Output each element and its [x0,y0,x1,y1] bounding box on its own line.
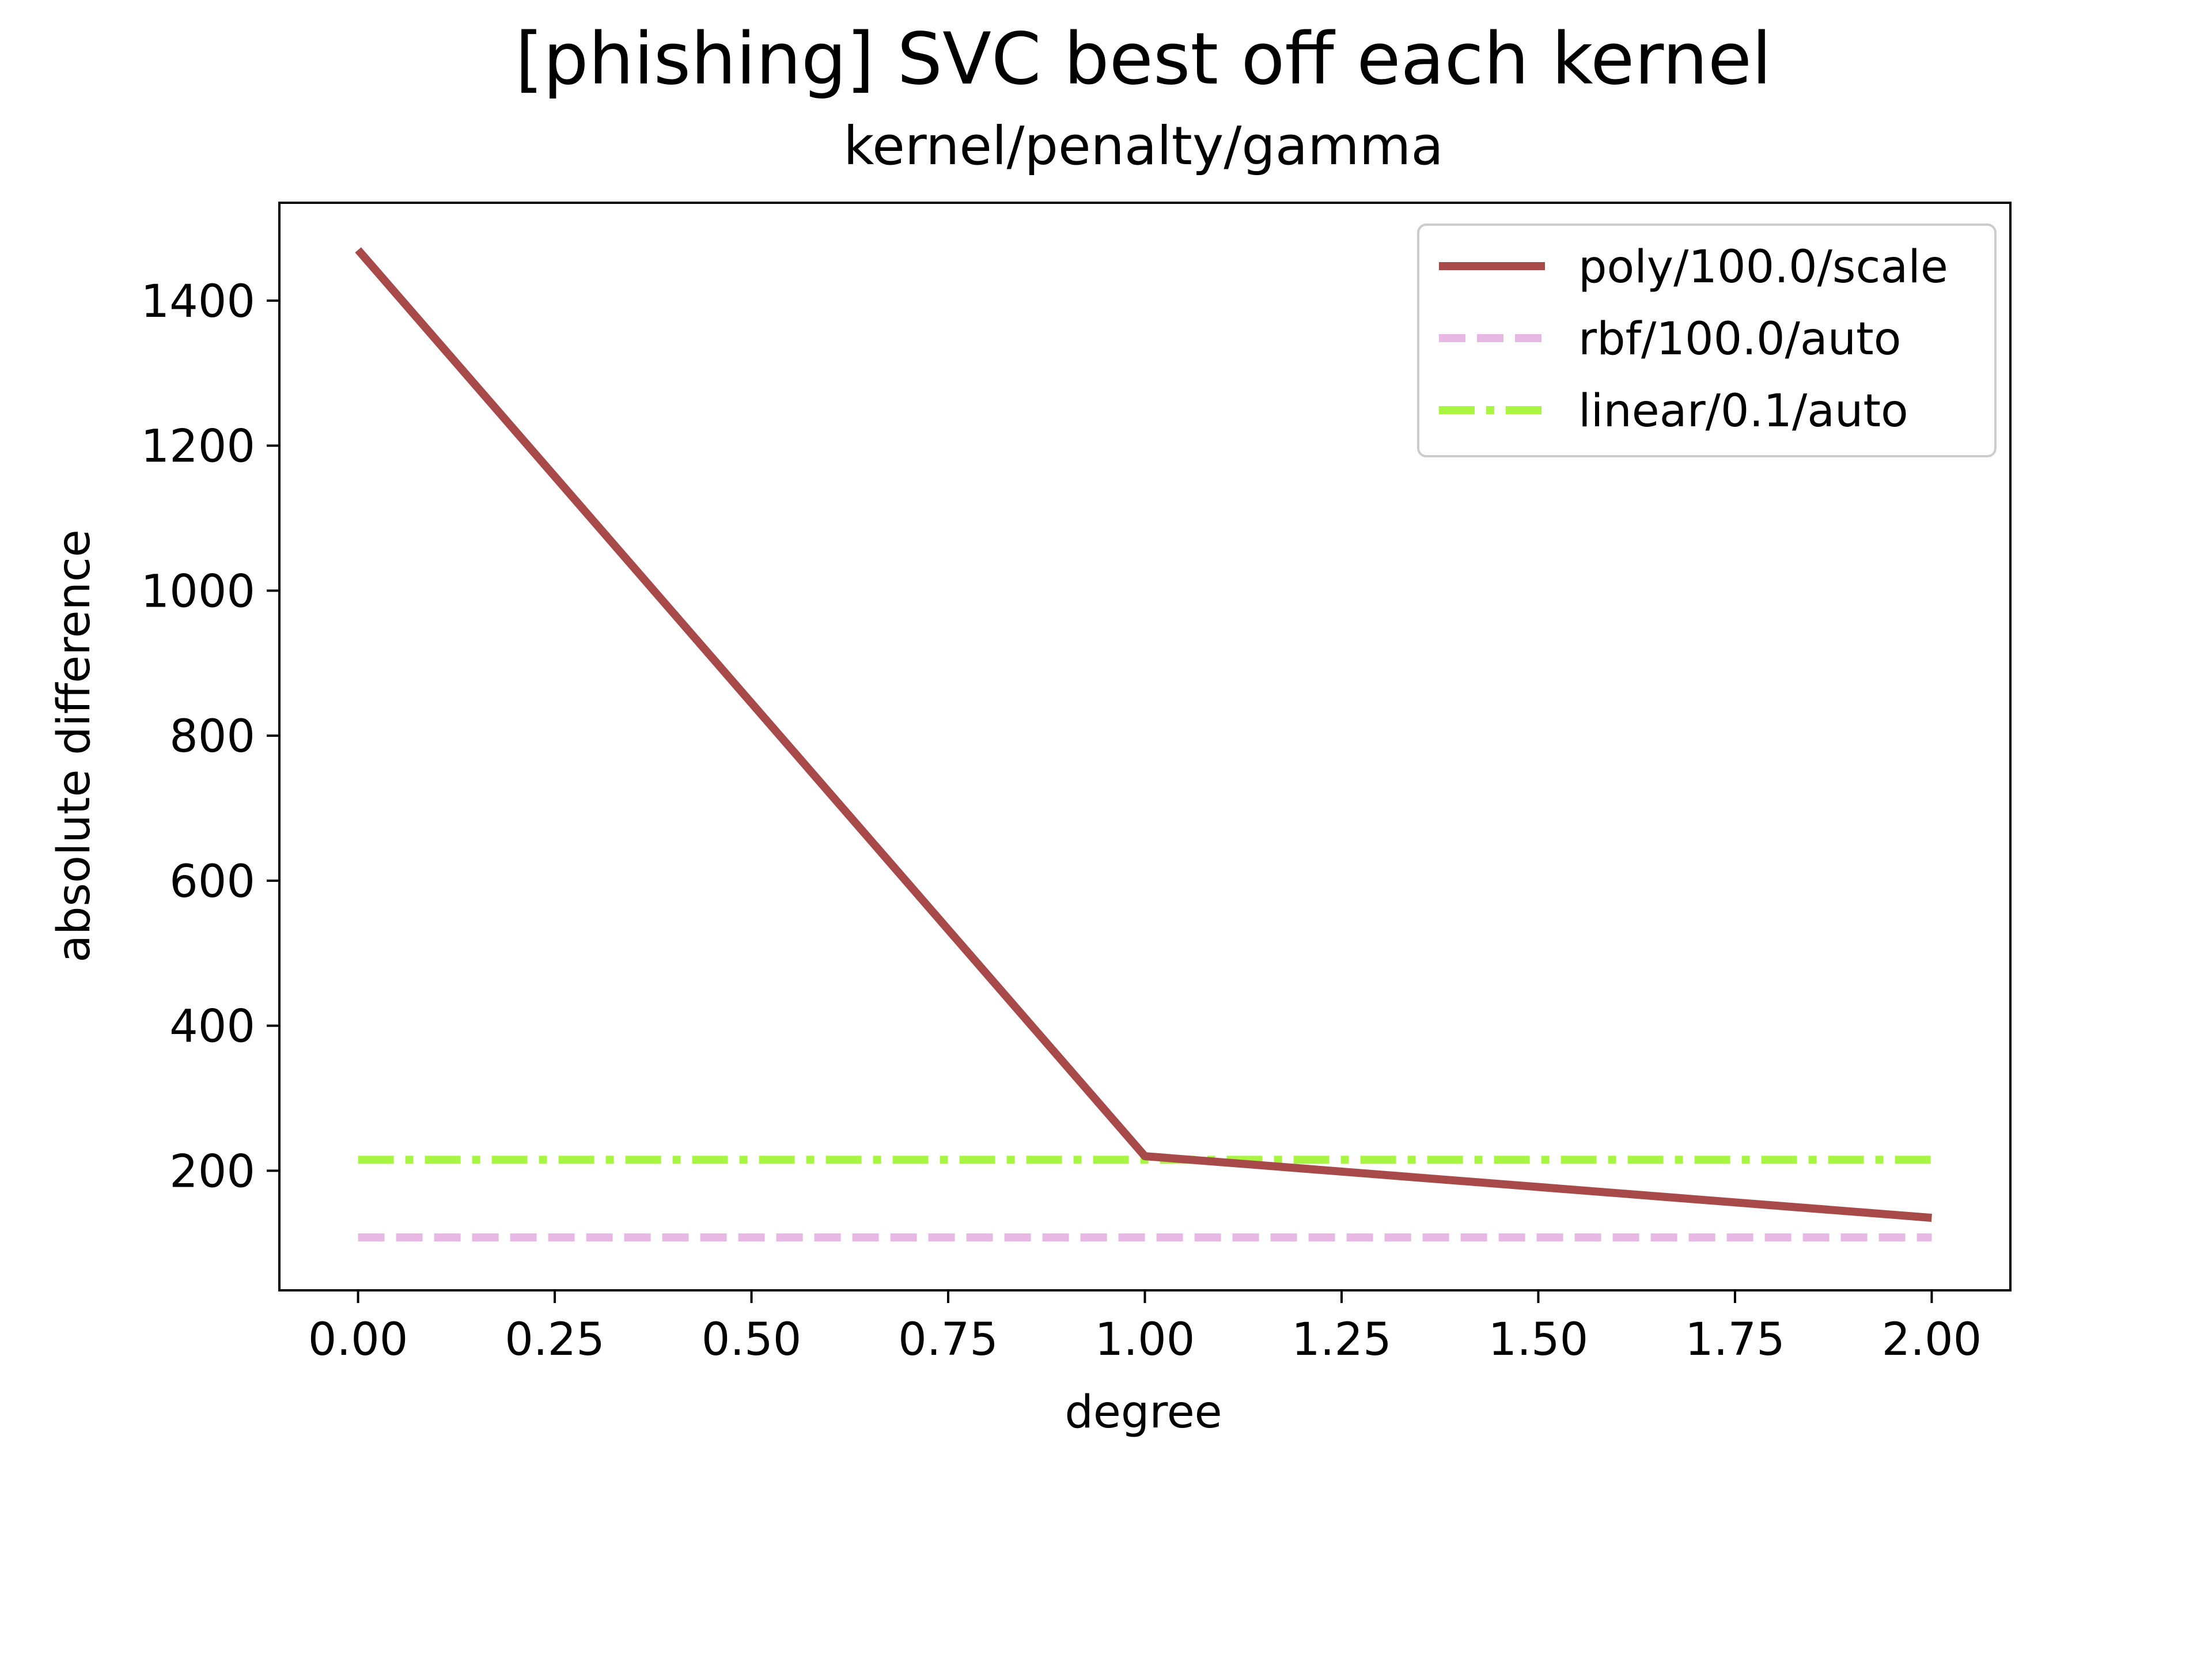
chart-subtitle: kernel/penalty/gamma [843,115,1443,177]
legend-label: rbf/100.0/auto [1578,313,1901,365]
chart-title: [phishing] SVC best off each kernel [515,18,1771,101]
x-axis-label: degree [1065,1387,1222,1438]
x-tick-label: 0.50 [702,1314,802,1366]
y-tick-label: 200 [169,1146,255,1198]
y-tick-label: 1200 [141,421,255,473]
y-axis-label: absolute difference [48,529,100,963]
x-tick-label: 1.25 [1291,1314,1392,1366]
y-tick-label: 600 [169,856,255,908]
series-line-poly [355,247,1932,1222]
legend-label: poly/100.0/scale [1578,241,1948,293]
y-tick-label: 1400 [141,276,255,328]
y-tick-label: 400 [169,1001,255,1053]
x-tick-label: 0.25 [505,1314,605,1366]
x-tick-label: 2.00 [1882,1314,1982,1366]
legend: poly/100.0/scale rbf/100.0/auto linear/0.1… [1417,224,1997,457]
x-tick-label: 1.75 [1685,1314,1785,1366]
plot-area: 0.00 0.25 0.50 0.75 1.00 1.25 1.50 1.75 2.00 200 4… [141,202,2012,1366]
x-tick-label: 1.00 [1095,1314,1195,1366]
y-tick-label: 800 [169,711,255,763]
x-tick-label: 1.50 [1488,1314,1589,1366]
x-tick-label: 0.75 [898,1314,998,1366]
legend-box [1417,224,1997,457]
legend-label: linear/0.1/auto [1578,385,1908,437]
x-tick-label: 0.00 [308,1314,408,1366]
y-tick-label: 1000 [141,566,255,618]
